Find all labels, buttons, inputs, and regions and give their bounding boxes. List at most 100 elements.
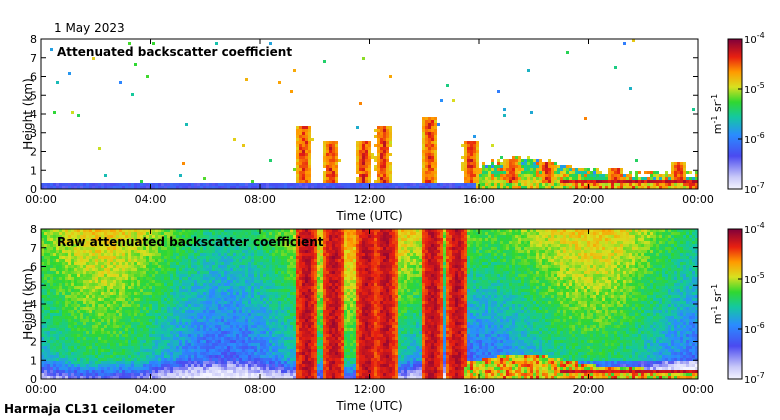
x-tick-label: 20:00: [573, 193, 605, 206]
heatmap-cells: [527, 162, 530, 165]
heatmap-cells: [146, 376, 149, 379]
heatmap-cells: [635, 171, 638, 174]
heatmap-cells: [590, 177, 593, 180]
heatmap-cells: [539, 183, 542, 186]
heatmap-cells: [530, 159, 533, 162]
heatmap-cells: [491, 367, 494, 370]
heatmap-cells: [497, 165, 500, 168]
heatmap-cells: [359, 159, 362, 162]
heatmap-cells: [53, 301, 695, 370]
heatmap-cells: [233, 358, 236, 361]
heatmap-cells: [242, 367, 245, 370]
heatmap-cells: [152, 373, 155, 376]
heatmap-cells: [596, 180, 599, 183]
heatmap-cells: [140, 361, 674, 379]
heatmap-cells: [680, 183, 683, 186]
heatmap-cells: [548, 174, 551, 177]
heatmap-cells: [539, 171, 542, 174]
heatmap-cells: [437, 123, 440, 126]
heatmap-cells: [620, 171, 623, 174]
heatmap-cells: [329, 168, 332, 171]
heatmap-cells: [491, 162, 515, 177]
heatmap-cells: [491, 171, 494, 174]
heatmap-cells: [326, 141, 473, 177]
heatmap-cells: [332, 159, 470, 174]
y-tick-label: 5: [30, 279, 37, 292]
heatmap-cells: [521, 186, 524, 189]
heatmap-cells: [629, 87, 662, 180]
heatmap-cells: [398, 373, 401, 376]
heatmap-cells: [494, 171, 497, 174]
y-tick-label: 1: [30, 354, 37, 367]
heatmap-cells: [347, 238, 350, 241]
heatmap-cells: [545, 183, 548, 186]
heatmap-cells: [164, 367, 167, 370]
heatmap-cells: [248, 358, 251, 361]
heatmap-cells: [557, 168, 560, 171]
heatmap-cells: [191, 183, 323, 189]
heatmap-cells: [509, 355, 512, 358]
y-tick-label: 4: [30, 108, 37, 121]
heatmap-cells: [323, 256, 326, 259]
heatmap-cells: [365, 355, 368, 358]
heatmap-cells: [389, 304, 392, 307]
heatmap-cells: [308, 126, 311, 129]
heatmap-cells: [488, 177, 491, 180]
heatmap-cells: [266, 367, 269, 370]
heatmap-cells: [545, 373, 548, 376]
heatmap-cells: [524, 165, 527, 168]
heatmap-cells: [47, 229, 677, 352]
heatmap-cells: [119, 81, 122, 84]
heatmap-cells: [155, 370, 284, 376]
heatmap-cells: [563, 165, 566, 168]
heatmap-cells: [581, 171, 584, 174]
x-tick-label: 12:00: [354, 193, 386, 206]
heatmap-cells: [374, 301, 377, 304]
heatmap-cells: [677, 180, 680, 183]
heatmap-cells: [452, 99, 455, 102]
heatmap-cells: [242, 346, 245, 349]
heatmap-cells: [476, 147, 479, 150]
heatmap-cells: [254, 367, 257, 370]
heatmap-cells: [641, 177, 644, 180]
heatmap-cells: [488, 171, 491, 174]
heatmap-cells: [212, 364, 215, 367]
heatmap-cells: [515, 168, 518, 171]
heatmap-cells: [650, 177, 653, 180]
colorbar-tick-label: 10-7: [744, 371, 765, 386]
heatmap-cells: [140, 373, 143, 376]
heatmap-cells: [560, 186, 563, 189]
heatmap-cells: [44, 183, 449, 189]
heatmap-cells: [107, 238, 110, 241]
heatmap-cells: [305, 241, 308, 244]
heatmap-cells: [56, 81, 59, 84]
heatmap-cells: [248, 367, 251, 370]
heatmap-cells: [227, 370, 254, 379]
heatmap-cells: [680, 174, 683, 177]
heatmap-cells: [383, 120, 512, 162]
y-axis-label: Height (km): [21, 268, 35, 339]
heatmap-cells: [488, 358, 491, 361]
y-tick-label: 7: [30, 52, 37, 65]
heatmap-cells: [440, 346, 443, 349]
heatmap-cells: [554, 162, 557, 165]
heatmap-cells: [50, 232, 662, 358]
heatmap-cells: [683, 180, 686, 183]
y-tick-label: 8: [30, 33, 37, 46]
heatmap-cells: [488, 168, 491, 171]
heatmap-cells: [569, 168, 572, 171]
heatmap-cells: [482, 171, 485, 174]
heatmap-cells: [305, 171, 308, 174]
heatmap-cells: [602, 183, 605, 186]
heatmap-cells: [500, 165, 503, 168]
heatmap-cells: [524, 186, 527, 189]
heatmap-cells: [665, 171, 668, 174]
x-tick-label: 12:00: [354, 383, 386, 396]
date-label: 1 May 2023: [54, 21, 125, 35]
heatmap-cells: [50, 48, 53, 51]
heatmap-cells: [533, 171, 536, 174]
x-tick-label: 16:00: [463, 383, 495, 396]
heatmap-cells: [500, 171, 503, 174]
heatmap-cells: [593, 171, 596, 174]
heatmap-cells: [278, 370, 281, 373]
